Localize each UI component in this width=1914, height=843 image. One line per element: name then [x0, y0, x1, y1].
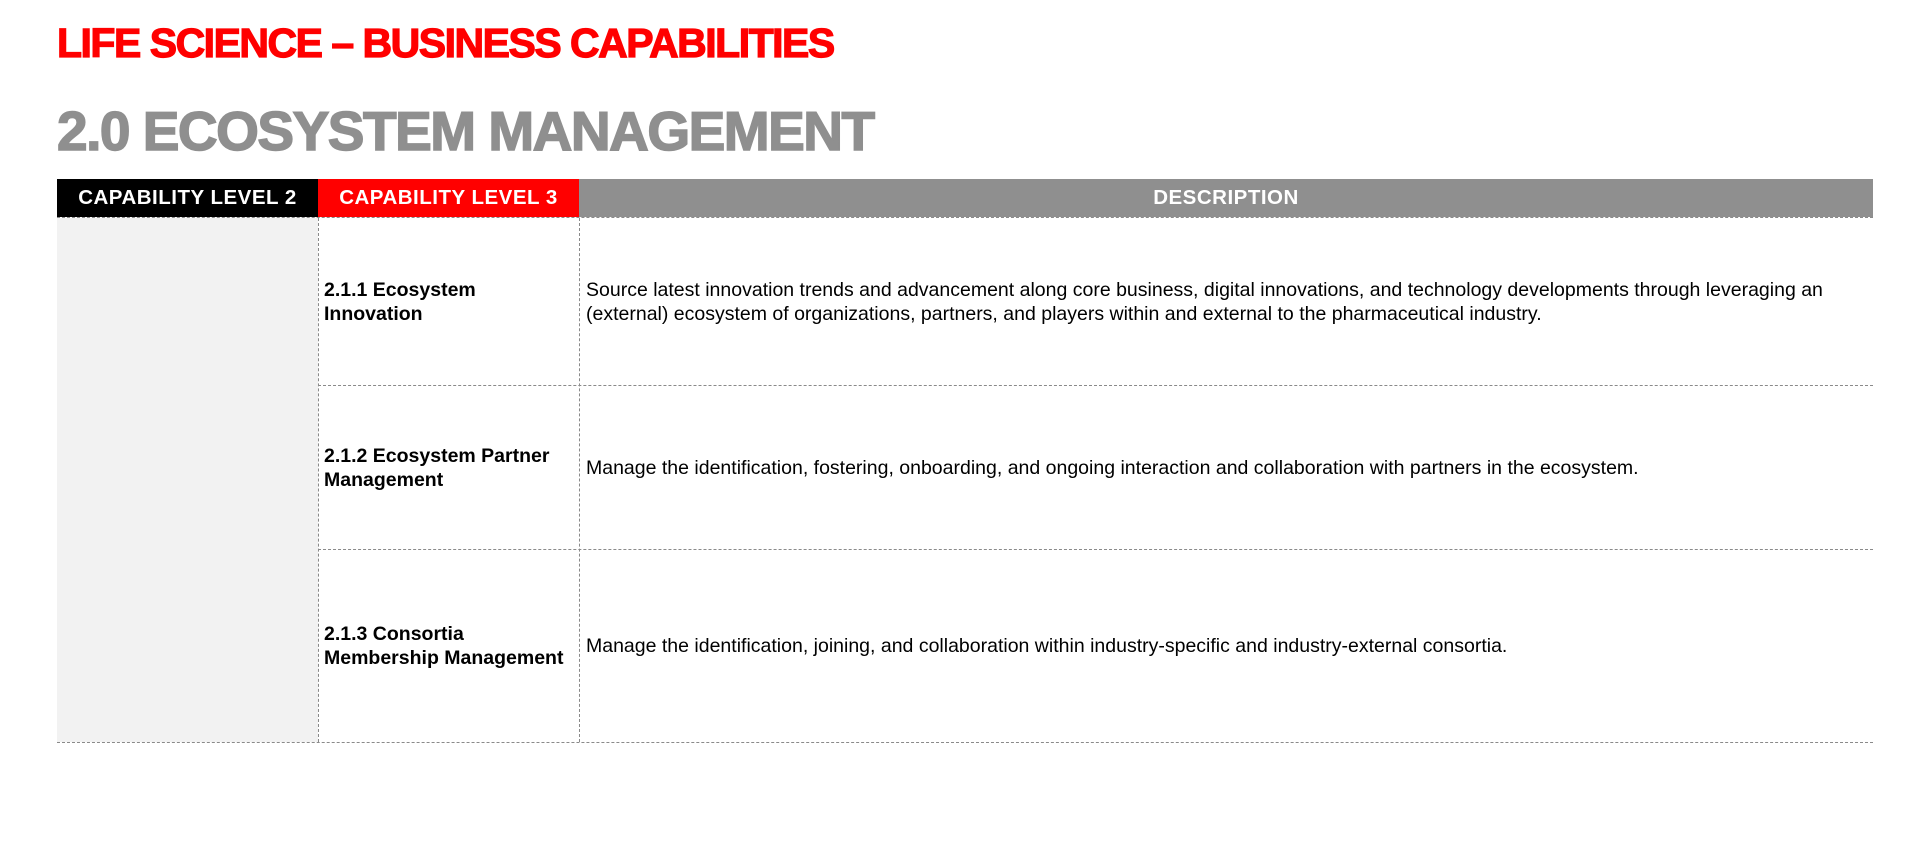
page-title: LIFE SCIENCE – BUSINESS CAPABILITIES	[56, 19, 835, 66]
column-header-description: DESCRIPTION	[579, 179, 1873, 217]
capability-name: 2.1.2 Ecosystem Partner Management	[324, 444, 550, 491]
capability-name: 2.1.3 Consortia Membership Management	[324, 623, 564, 669]
capability-description: Manage the identification, joining, and …	[586, 635, 1508, 657]
capability-description: Manage the identification, fostering, on…	[586, 456, 1639, 479]
column-divider	[579, 218, 580, 742]
column-divider	[318, 218, 319, 742]
column-header-level3: CAPABILITY LEVEL 3	[318, 179, 579, 217]
table-header: CAPABILITY LEVEL 2 CAPABILITY LEVEL 3 DE…	[57, 179, 1873, 217]
section-title: 2.0 ECOSYSTEM MANAGEMENT	[56, 99, 876, 163]
capability-description: Source latest innovation trends and adva…	[586, 278, 1823, 325]
table-row: 2.1.3 Consortia Membership Management Ma…	[318, 550, 1873, 742]
level2-cell	[57, 218, 318, 742]
table-body: 2.1.1 Ecosystem Innovation Source latest…	[57, 217, 1873, 743]
table-row: 2.1.2 Ecosystem Partner Management Manag…	[318, 386, 1873, 550]
table-row: 2.1.1 Ecosystem Innovation Source latest…	[318, 218, 1873, 386]
column-header-level2: CAPABILITY LEVEL 2	[57, 179, 318, 217]
capability-name: 2.1.1 Ecosystem Innovation	[324, 278, 476, 325]
